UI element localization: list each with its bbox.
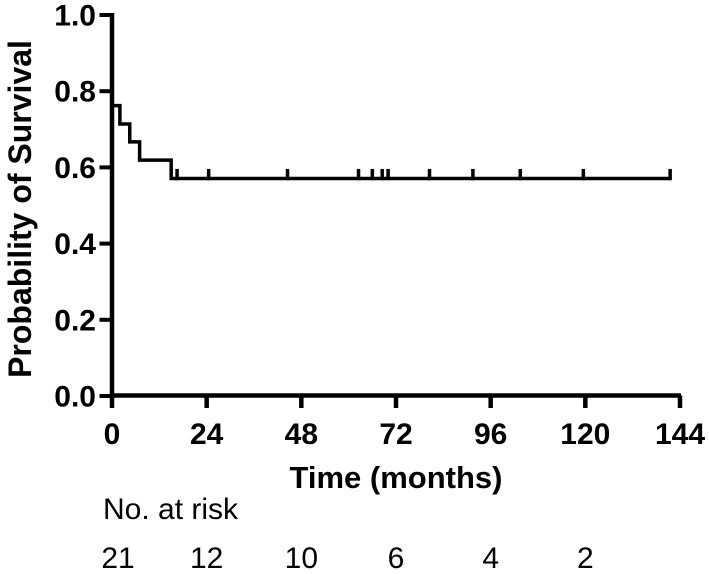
at-risk-count: 4 bbox=[482, 542, 499, 574]
x-axis-title: Time (months) bbox=[290, 460, 503, 495]
x-tick-label: 0 bbox=[104, 418, 121, 451]
x-tick-label: 96 bbox=[474, 418, 507, 451]
at-risk-count: 6 bbox=[388, 542, 405, 574]
x-tick-label: 48 bbox=[285, 418, 318, 451]
censor-marks-group bbox=[175, 168, 672, 181]
y-tick-label: 0.8 bbox=[54, 76, 96, 109]
at-risk-label: No. at risk bbox=[103, 493, 239, 526]
y-axis-ticks: 0.0 0.2 0.4 0.6 0.8 1.0 bbox=[54, 0, 113, 414]
x-axis-ticks: 0 24 48 72 96 120 144 bbox=[104, 395, 705, 451]
y-tick-label: 0.6 bbox=[54, 152, 96, 185]
y-tick-label: 0.2 bbox=[54, 304, 96, 337]
y-tick-label: 0.0 bbox=[54, 381, 96, 414]
x-tick-label: 120 bbox=[560, 418, 610, 451]
survival-curve-group bbox=[112, 103, 671, 181]
y-tick-label: 1.0 bbox=[54, 0, 96, 33]
at-risk-count: 2 bbox=[577, 542, 594, 574]
x-tick-label: 24 bbox=[190, 418, 224, 451]
y-tick-label: 0.4 bbox=[54, 228, 96, 261]
at-risk-count: 21 bbox=[101, 542, 134, 574]
x-tick-label: 72 bbox=[379, 418, 412, 451]
at-risk-count: 12 bbox=[190, 542, 223, 574]
at-risk-count: 10 bbox=[285, 542, 318, 574]
x-tick-label: 144 bbox=[655, 418, 705, 451]
survival-curve bbox=[112, 103, 671, 181]
y-axis-title: Probability of Survival bbox=[2, 40, 38, 378]
at-risk-counts-group: 21 12 10 6 4 2 bbox=[101, 542, 593, 574]
